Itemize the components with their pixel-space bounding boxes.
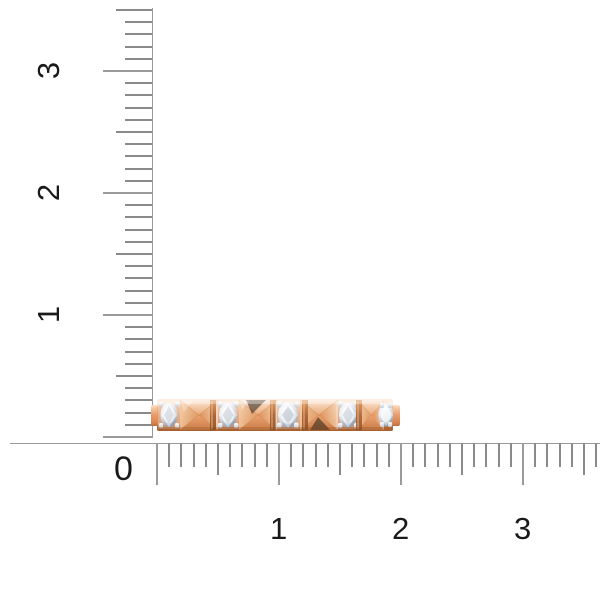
- horizontal-minor-tick: [315, 443, 317, 467]
- horizontal-minor-tick: [266, 443, 268, 467]
- vertical-minor-tick: [116, 375, 152, 377]
- horizontal-minor-tick: [229, 443, 231, 467]
- vertical-minor-tick: [125, 424, 152, 426]
- vertical-minor-tick: [125, 387, 152, 389]
- horizontal-minor-tick: [168, 443, 170, 467]
- horizontal-minor-tick: [571, 443, 573, 467]
- horizontal-tick-label-1: 1: [270, 511, 288, 546]
- horizontal-minor-tick: [412, 443, 414, 467]
- vertical-minor-tick: [116, 9, 152, 11]
- horizontal-axis-line: [10, 443, 600, 444]
- horizontal-minor-tick: [473, 443, 475, 467]
- vertical-minor-tick: [125, 94, 152, 96]
- horizontal-minor-tick: [327, 443, 329, 467]
- horizontal-minor-tick: [546, 443, 548, 467]
- horizontal-minor-tick: [583, 443, 585, 475]
- horizontal-minor-tick: [485, 443, 487, 467]
- vertical-tick-label-3: 3: [31, 61, 67, 80]
- horizontal-minor-tick: [376, 443, 378, 467]
- horizontal-minor-tick: [510, 443, 512, 467]
- horizontal-minor-tick: [437, 443, 439, 467]
- vertical-minor-tick: [116, 131, 152, 133]
- vertical-minor-tick: [125, 82, 152, 84]
- vertical-tick-label-2: 2: [31, 183, 67, 202]
- vertical-minor-tick: [125, 351, 152, 353]
- horizontal-major-tick: [156, 443, 158, 485]
- vertical-minor-tick: [116, 253, 152, 255]
- horizontal-minor-tick: [241, 443, 243, 467]
- horizontal-minor-tick: [205, 443, 207, 467]
- horizontal-minor-tick: [254, 443, 256, 467]
- vertical-minor-tick: [125, 204, 152, 206]
- horizontal-minor-tick: [449, 443, 451, 467]
- vertical-minor-tick: [125, 180, 152, 182]
- vertical-minor-tick: [125, 58, 152, 60]
- horizontal-minor-tick: [363, 443, 365, 467]
- origin-label: 0: [114, 450, 133, 488]
- vertical-axis-line: [152, 8, 153, 438]
- vertical-minor-tick: [125, 143, 152, 145]
- horizontal-tick-label-2: 2: [392, 511, 410, 546]
- vertical-minor-tick: [125, 338, 152, 340]
- horizontal-minor-tick: [559, 443, 561, 467]
- vertical-major-tick: [103, 436, 152, 438]
- horizontal-minor-tick: [534, 443, 536, 467]
- vertical-tick-label-1: 1: [31, 305, 67, 324]
- vertical-minor-tick: [125, 33, 152, 35]
- vertical-minor-tick: [125, 241, 152, 243]
- vertical-minor-tick: [125, 229, 152, 231]
- vertical-minor-tick: [125, 155, 152, 157]
- horizontal-minor-tick: [388, 443, 390, 467]
- horizontal-tick-label-3: 3: [514, 511, 532, 546]
- horizontal-minor-tick: [193, 443, 195, 467]
- vertical-minor-tick: [125, 46, 152, 48]
- horizontal-minor-tick: [498, 443, 500, 467]
- vertical-minor-tick: [125, 290, 152, 292]
- vertical-minor-tick: [125, 216, 152, 218]
- vertical-major-tick: [103, 70, 152, 72]
- rose-gold-diamond-band-ring: [150, 392, 400, 438]
- horizontal-minor-tick: [180, 443, 182, 467]
- horizontal-minor-tick: [461, 443, 463, 475]
- vertical-minor-tick: [125, 363, 152, 365]
- ring-illustration: [151, 399, 400, 431]
- vertical-minor-tick: [125, 265, 152, 267]
- vertical-minor-tick: [125, 119, 152, 121]
- horizontal-minor-tick: [351, 443, 353, 467]
- vertical-minor-tick: [125, 412, 152, 414]
- vertical-minor-tick: [125, 302, 152, 304]
- horizontal-minor-tick: [290, 443, 292, 467]
- vertical-minor-tick: [125, 277, 152, 279]
- horizontal-minor-tick: [424, 443, 426, 467]
- vertical-minor-tick: [125, 21, 152, 23]
- vertical-major-tick: [103, 192, 152, 194]
- horizontal-minor-tick: [339, 443, 341, 475]
- vertical-minor-tick: [125, 399, 152, 401]
- horizontal-minor-tick: [302, 443, 304, 467]
- vertical-major-tick: [103, 314, 152, 316]
- horizontal-major-tick: [278, 443, 280, 485]
- horizontal-minor-tick: [217, 443, 219, 475]
- horizontal-major-tick: [522, 443, 524, 485]
- vertical-minor-tick: [125, 326, 152, 328]
- horizontal-major-tick: [400, 443, 402, 485]
- vertical-minor-tick: [125, 168, 152, 170]
- vertical-minor-tick: [125, 107, 152, 109]
- horizontal-minor-tick: [595, 443, 597, 467]
